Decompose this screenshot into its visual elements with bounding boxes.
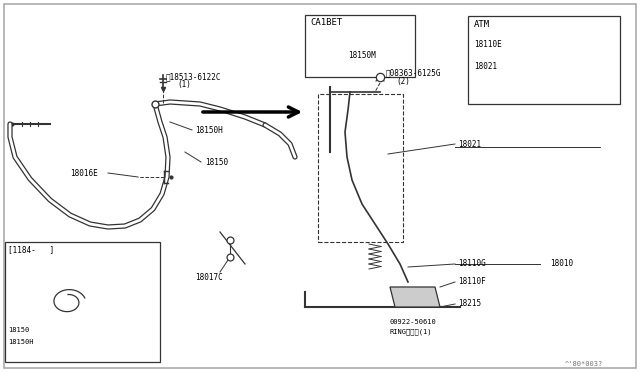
Text: 18150H: 18150H xyxy=(8,339,33,345)
Text: 18215: 18215 xyxy=(458,299,481,308)
Text: Ⓜ18513-6122C: Ⓜ18513-6122C xyxy=(166,73,221,81)
Text: RINGリング(1): RINGリング(1) xyxy=(390,329,433,335)
Text: (2): (2) xyxy=(396,77,410,86)
Text: 18110G: 18110G xyxy=(458,260,486,269)
Text: ^'80*003?: ^'80*003? xyxy=(565,361,604,367)
Text: 18150: 18150 xyxy=(8,327,29,333)
Text: [1184-   ]: [1184- ] xyxy=(8,246,54,254)
Text: 18110F: 18110F xyxy=(458,278,486,286)
Text: 18021: 18021 xyxy=(474,61,497,71)
Text: 18150: 18150 xyxy=(205,157,228,167)
Text: (1): (1) xyxy=(177,80,191,89)
Text: 18150M: 18150M xyxy=(348,51,376,60)
Text: 18017C: 18017C xyxy=(195,273,223,282)
Bar xyxy=(5,242,160,362)
Text: 18021: 18021 xyxy=(458,140,481,148)
Text: 18010: 18010 xyxy=(550,260,573,269)
Text: 18016E: 18016E xyxy=(70,169,98,177)
Text: 00922-50610: 00922-50610 xyxy=(390,319,436,325)
Text: ATM: ATM xyxy=(474,19,490,29)
Text: CA1BET: CA1BET xyxy=(310,17,342,26)
Bar xyxy=(318,94,403,242)
Text: 18150H: 18150H xyxy=(195,125,223,135)
Text: 18110E: 18110E xyxy=(474,39,502,48)
Bar xyxy=(305,15,415,77)
Bar xyxy=(468,16,620,104)
Text: Ⓜ08363-6125G: Ⓜ08363-6125G xyxy=(386,68,442,77)
Polygon shape xyxy=(390,287,440,307)
